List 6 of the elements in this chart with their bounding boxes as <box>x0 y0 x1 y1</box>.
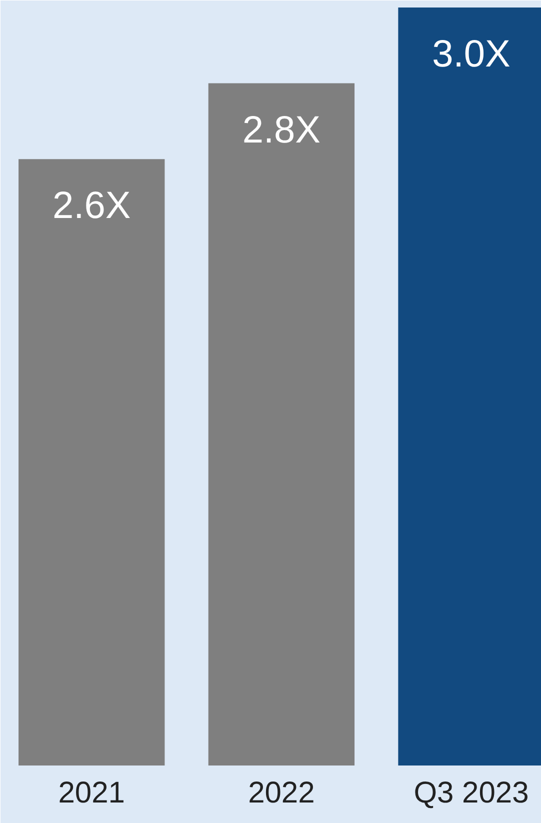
x-tick-label: 2021 <box>58 776 125 810</box>
data-label: 2.6X <box>52 185 131 228</box>
data-label: 2.8X <box>242 109 321 152</box>
x-tick-label: 2022 <box>248 776 315 810</box>
x-tick-label: Q3 2023 <box>414 776 529 810</box>
data-label: 3.0X <box>432 34 510 76</box>
